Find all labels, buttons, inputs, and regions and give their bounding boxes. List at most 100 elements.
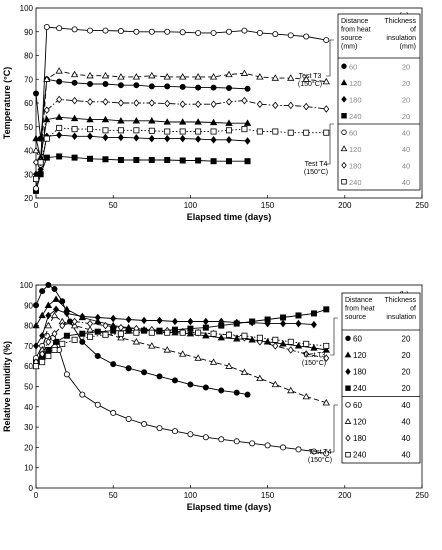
- series-square-open: [33, 329, 330, 370]
- data-point: [33, 363, 40, 370]
- data-point: [56, 25, 63, 32]
- data-point: [244, 391, 251, 398]
- data-point: [323, 354, 330, 362]
- data-point: [179, 128, 186, 135]
- legend-marker: [345, 451, 351, 458]
- data-point: [280, 314, 287, 321]
- data-point: [310, 310, 317, 317]
- data-point: [43, 75, 51, 82]
- data-point: [225, 331, 232, 338]
- data-point: [310, 320, 317, 329]
- data-point: [86, 115, 94, 123]
- legend-thickness: 20: [402, 62, 410, 71]
- data-point: [295, 319, 302, 328]
- x-axis-label: Elapsed time (days): [187, 502, 272, 512]
- y-tick-label: 70: [24, 342, 33, 351]
- data-point: [39, 288, 46, 295]
- data-point: [179, 134, 186, 143]
- data-point: [148, 71, 156, 79]
- data-point: [210, 100, 217, 108]
- data-point: [37, 159, 44, 166]
- data-point: [218, 322, 225, 329]
- data-point: [102, 98, 109, 106]
- data-point: [303, 33, 310, 40]
- series-line: [35, 116, 248, 158]
- data-point: [32, 342, 40, 350]
- x-tick-label: 250: [415, 491, 429, 500]
- data-point: [70, 114, 79, 122]
- data-point: [225, 136, 233, 144]
- data-point: [186, 329, 195, 337]
- legend-distance: 120: [349, 79, 362, 88]
- data-point: [59, 340, 66, 347]
- data-point: [32, 134, 40, 142]
- data-point: [187, 431, 194, 438]
- data-point: [55, 113, 63, 120]
- data-point: [132, 338, 141, 345]
- legend-marker: [345, 385, 351, 391]
- data-point: [87, 132, 94, 141]
- data-point: [117, 333, 125, 341]
- legend-thickness: 40: [402, 417, 411, 426]
- data-point: [322, 346, 330, 353]
- panel-1: 0 10 20 30 40 50 60 70 80 90 100 0 50 100 150 200 250 Ela…: [2, 281, 429, 512]
- data-point: [194, 354, 202, 361]
- data-point: [310, 344, 318, 351]
- data-point: [32, 321, 40, 329]
- data-point: [171, 377, 178, 384]
- data-point: [187, 317, 194, 326]
- data-point: [39, 331, 46, 340]
- legend-thickness: 20: [402, 112, 410, 121]
- data-point: [256, 73, 264, 80]
- data-point: [102, 331, 109, 338]
- data-point: [43, 154, 50, 161]
- annotation-t3: Test T3: [303, 352, 326, 359]
- data-point: [163, 118, 171, 125]
- y-tick-label: 50: [24, 383, 33, 392]
- data-point: [287, 129, 294, 136]
- data-point: [202, 434, 209, 441]
- data-point: [117, 28, 124, 35]
- data-point: [117, 133, 124, 142]
- legend-thickness: 40: [402, 434, 411, 443]
- data-point: [241, 332, 248, 339]
- x-tick-label: 0: [34, 201, 39, 210]
- data-point: [39, 359, 46, 366]
- data-point: [94, 328, 101, 335]
- data-point: [102, 321, 109, 330]
- data-point: [87, 27, 94, 34]
- legend-distance: 120: [353, 351, 367, 360]
- data-point: [244, 137, 251, 145]
- x-tick-label: 150: [261, 491, 275, 500]
- data-point: [156, 425, 163, 432]
- data-point: [233, 438, 240, 445]
- series-triangle-open: [32, 311, 330, 406]
- y-tick-label: 50: [24, 123, 33, 132]
- y-tick-label: 40: [24, 403, 33, 412]
- legend-thickness: 40: [402, 145, 410, 154]
- annotation-bracket: [330, 317, 338, 356]
- legend-distance: 120: [353, 417, 367, 426]
- x-tick-label: 250: [415, 201, 429, 210]
- data-point: [94, 401, 101, 408]
- data-point: [272, 336, 279, 343]
- data-point: [271, 74, 279, 81]
- data-point: [43, 135, 50, 142]
- data-point: [56, 124, 63, 131]
- data-point: [148, 134, 155, 143]
- data-point: [63, 332, 70, 339]
- data-point: [133, 156, 140, 163]
- data-point: [117, 127, 124, 134]
- legend-marker: [341, 113, 347, 119]
- data-point: [195, 100, 202, 108]
- data-point: [323, 105, 330, 113]
- x-tick-label: 50: [109, 491, 118, 500]
- data-point: [86, 71, 94, 79]
- data-point: [102, 133, 109, 142]
- data-point: [79, 312, 86, 321]
- data-point: [209, 358, 218, 365]
- data-point: [256, 374, 264, 382]
- y-tick-label: 80: [24, 52, 33, 61]
- data-point: [141, 369, 148, 376]
- data-point: [264, 319, 271, 328]
